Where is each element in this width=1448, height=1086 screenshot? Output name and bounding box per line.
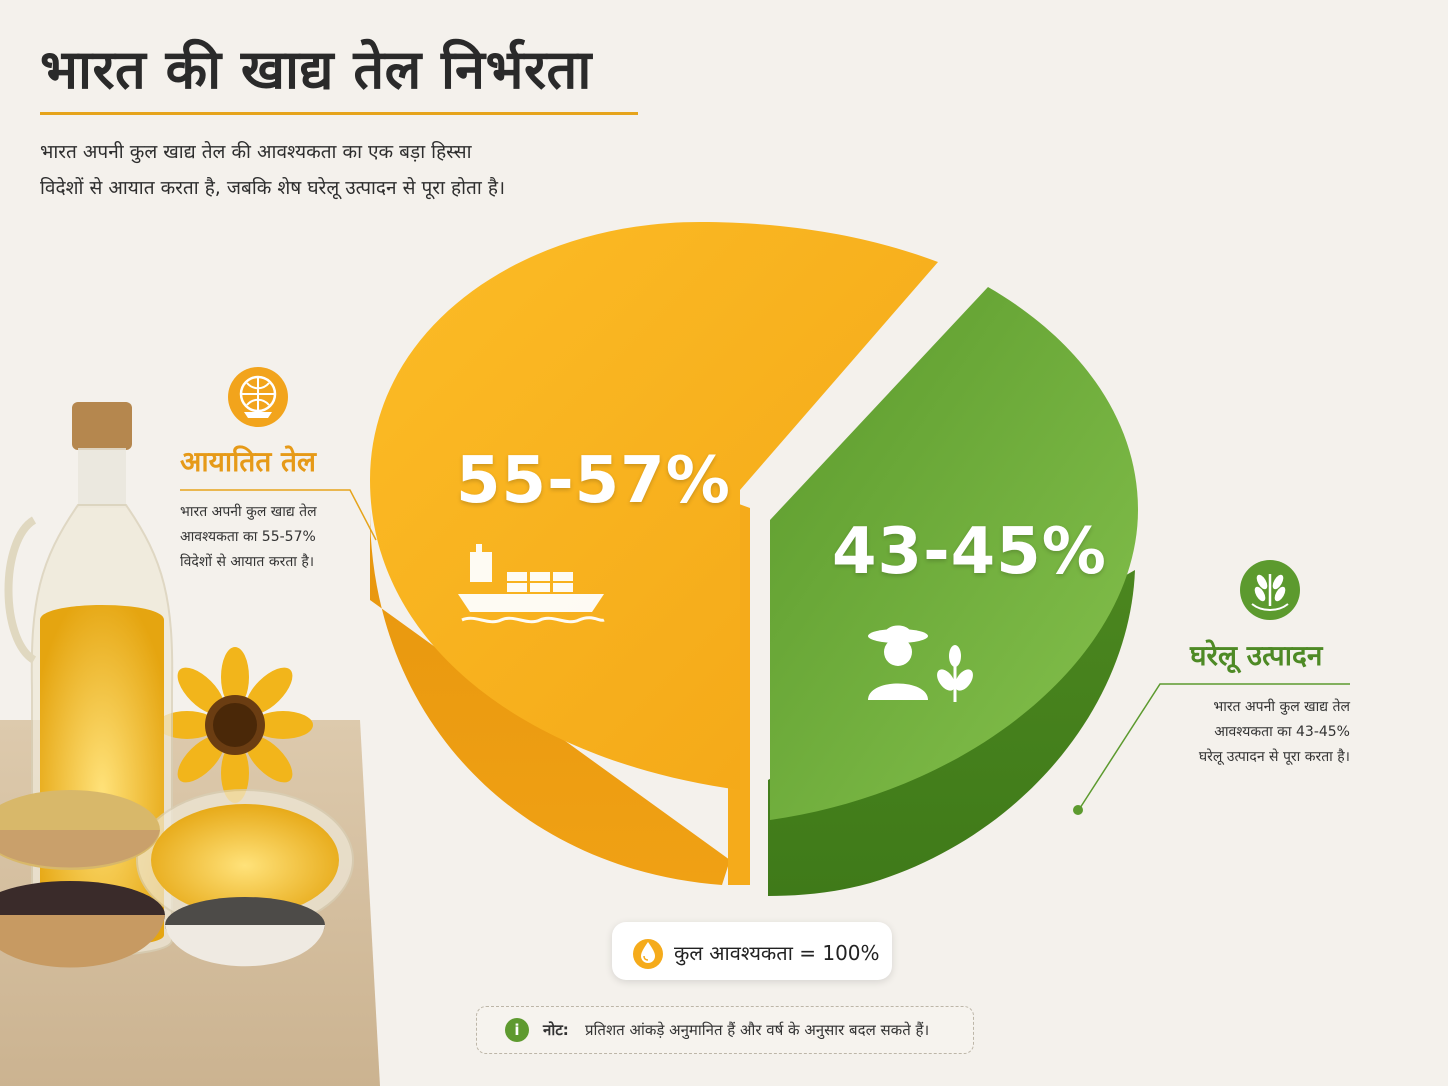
farmer-plant-icon [868,625,973,702]
oil-bowl-icon [136,789,354,931]
note-label: नोट: [543,1021,569,1039]
cargo-ship-icon [458,544,605,624]
imported-leader-line [180,489,377,541]
title-underline [40,112,638,115]
total-requirement-text: कुल आवश्यकता = 100% [674,941,880,965]
domestic-desc-line-3: घरेलू उत्पादन से पूरा करता है। [1198,749,1350,765]
domestic-production-title: घरेलू उत्पादन [1190,639,1323,672]
imported-oil-description: भारत अपनी कुल खाद्य तेल आवश्यकता का 55-5… [180,500,355,575]
page-subtitle: भारत अपनी कुल खाद्य तेल की आवश्यकता का ए… [40,134,600,206]
pie-slice-domestic [768,287,1138,896]
page-title: भारत की खाद्य तेल निर्भरता [40,38,592,101]
info-icon: i [505,1018,529,1042]
imported-desc-line-1: भारत अपनी कुल खाद्य तेल [180,504,317,520]
pie-slice-imported-top [370,222,938,790]
subtitle-line-1: भारत अपनी कुल खाद्य तेल की आवश्यकता का ए… [40,141,472,163]
pie-slice-imported-side [370,510,730,885]
domestic-desc-line-2: आवश्यकता का 43-45% [1214,724,1350,740]
soybean-bowl-icon [0,790,160,870]
pie-chart [370,222,1138,896]
imported-percentage-label: 55-57% [456,444,731,518]
pie-slice-imported [370,222,938,885]
subtitle-line-2: विदेशों से आयात करता है, जबकि शेष घरेलू … [40,177,506,199]
wheat-leaf-icon [1240,560,1300,620]
domestic-leader-line [1073,683,1350,815]
imported-desc-line-3: विदेशों से आयात करता है। [180,554,315,570]
domestic-percentage-label: 43-45% [832,515,1107,589]
globe-ship-icon [228,367,288,427]
note-text: प्रतिशत आंकड़े अनुमानित हैं और वर्ष के अ… [585,1021,930,1039]
total-requirement-badge: कुल आवश्यकता = 100% [612,922,892,980]
imported-oil-title: आयातित तेल [180,445,316,478]
sunflower-icon [157,647,313,803]
oil-bottle-sunflower-seeds-illustration [0,402,380,1086]
oil-drop-icon [633,939,663,969]
mustard-seed-bowl-icon [0,881,165,968]
sunflower-seed-bowl-icon [165,897,325,967]
pie-slice-domestic-top [770,287,1138,820]
domestic-desc-line-1: भारत अपनी कुल खाद्य तेल [1213,699,1350,715]
imported-desc-line-2: आवश्यकता का 55-57% [180,529,316,545]
domestic-production-description: भारत अपनी कुल खाद्य तेल आवश्यकता का 43-4… [1150,695,1350,770]
note-box: i नोट: प्रतिशत आंकड़े अनुमानित हैं और वर… [476,1006,974,1054]
